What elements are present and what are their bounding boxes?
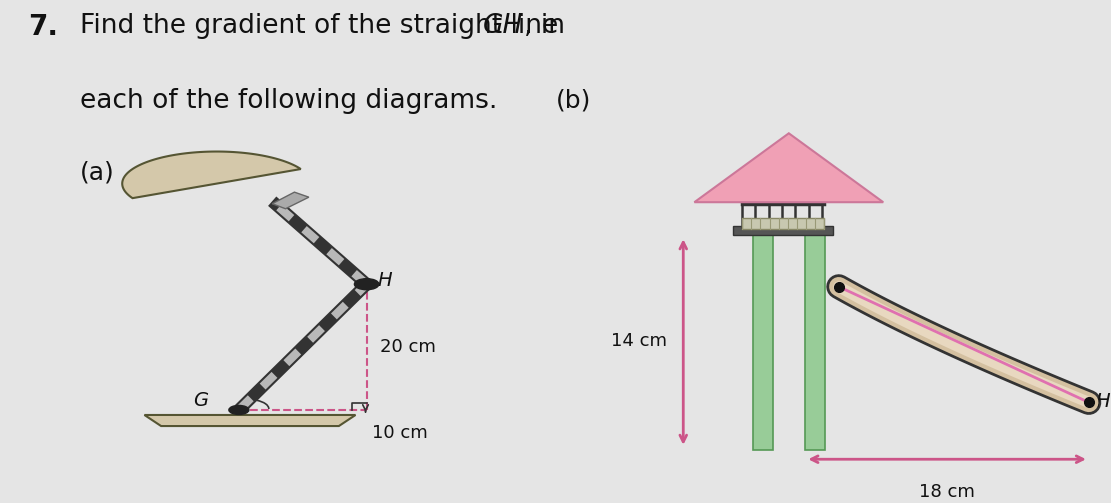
Text: 20 cm: 20 cm — [380, 338, 436, 356]
Text: , in: , in — [524, 13, 565, 39]
Polygon shape — [144, 415, 356, 426]
Text: each of the following diagrams.: each of the following diagrams. — [80, 88, 498, 114]
Text: G: G — [850, 292, 865, 311]
Text: G: G — [192, 391, 208, 410]
Text: (b): (b) — [556, 88, 591, 112]
Text: 18 cm: 18 cm — [919, 483, 975, 501]
Circle shape — [229, 405, 249, 414]
Text: H: H — [1095, 392, 1110, 411]
Polygon shape — [272, 192, 309, 209]
Polygon shape — [122, 151, 301, 198]
Text: (a): (a) — [80, 161, 114, 185]
Polygon shape — [694, 133, 883, 202]
Text: Find the gradient of the straight line: Find the gradient of the straight line — [80, 13, 567, 39]
Text: 7.: 7. — [28, 13, 58, 41]
Text: H: H — [378, 271, 392, 290]
Text: 10 cm: 10 cm — [372, 424, 428, 442]
Bar — [753, 231, 773, 450]
Text: GH: GH — [483, 13, 523, 39]
Bar — [733, 226, 833, 235]
Bar — [805, 231, 825, 450]
Circle shape — [354, 279, 379, 290]
Text: 14 cm: 14 cm — [611, 332, 667, 350]
Bar — [742, 218, 824, 229]
